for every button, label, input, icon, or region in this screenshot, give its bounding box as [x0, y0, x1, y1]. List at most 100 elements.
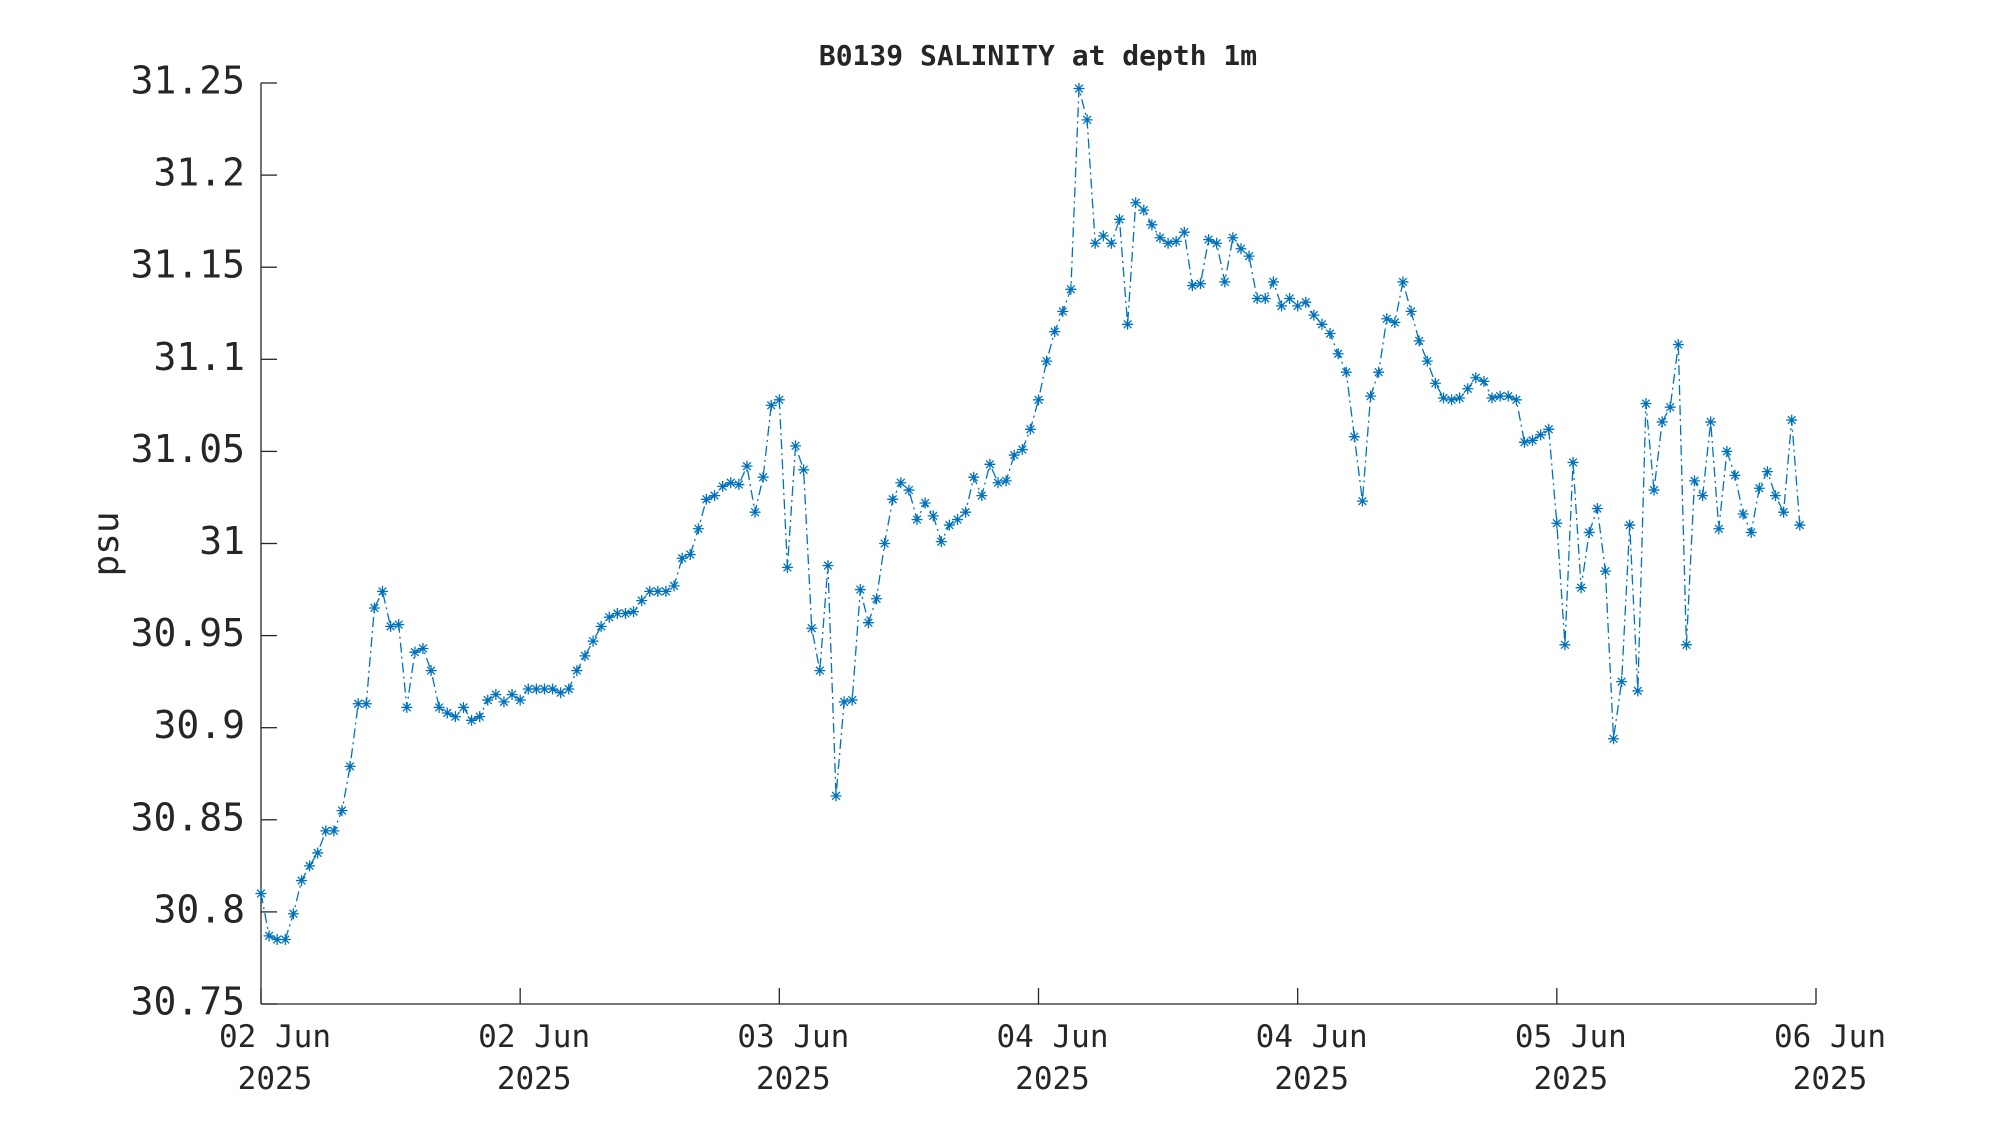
data-marker — [1721, 445, 1733, 457]
data-marker — [433, 701, 445, 713]
data-marker — [263, 930, 275, 942]
data-marker — [1024, 423, 1036, 435]
data-marker — [1729, 469, 1741, 481]
data-marker — [871, 593, 883, 605]
data-marker — [1138, 204, 1150, 216]
data-marker — [943, 519, 955, 531]
data-marker — [1000, 475, 1012, 487]
data-marker — [1292, 300, 1304, 312]
y-tick-label: 30.85 — [131, 795, 245, 839]
data-marker — [1591, 503, 1603, 515]
data-marker — [652, 585, 664, 597]
data-marker — [1373, 366, 1385, 378]
data-marker — [862, 617, 874, 629]
data-marker — [1300, 296, 1312, 308]
data-marker — [992, 477, 1004, 489]
x-tick-label: 04 Jun 2025 — [1255, 1019, 1368, 1097]
y-tick-label: 31.05 — [131, 427, 245, 471]
data-marker — [854, 584, 866, 596]
data-marker — [1494, 390, 1506, 402]
data-marker — [571, 665, 583, 677]
data-marker — [1146, 219, 1158, 231]
data-marker — [1203, 234, 1215, 246]
data-marker — [466, 714, 478, 726]
data-marker — [1389, 316, 1401, 328]
y-tick-label: 31.25 — [131, 59, 245, 103]
data-marker — [1616, 676, 1628, 688]
data-marker — [806, 622, 818, 634]
data-marker — [1510, 394, 1522, 406]
data-marker — [1446, 394, 1458, 406]
data-marker — [1154, 232, 1166, 244]
data-marker — [1219, 276, 1231, 288]
data-marker — [352, 698, 364, 710]
data-marker — [1575, 582, 1587, 594]
y-tick-label: 31.1 — [153, 335, 245, 379]
y-axis-label: psu — [86, 511, 127, 576]
data-marker — [1745, 526, 1757, 538]
data-marker — [1535, 429, 1547, 441]
data-marker — [636, 595, 648, 607]
data-marker — [1081, 114, 1093, 126]
data-marker — [757, 471, 769, 483]
data-marker — [1632, 685, 1644, 697]
data-marker — [563, 683, 575, 695]
data-marker — [1235, 243, 1247, 255]
data-marker — [1397, 276, 1409, 288]
data-marker — [1089, 237, 1101, 249]
data-marker — [482, 694, 494, 706]
data-marker — [1348, 431, 1360, 443]
data-marker — [1599, 565, 1611, 577]
data-marker — [1057, 305, 1069, 317]
data-marker — [1421, 355, 1433, 367]
data-marker — [1713, 523, 1725, 535]
data-marker — [1778, 506, 1790, 518]
data-marker — [1251, 293, 1263, 305]
data-marker — [700, 493, 712, 505]
data-marker — [328, 825, 340, 837]
data-marker — [1567, 456, 1579, 468]
data-marker — [1786, 414, 1798, 426]
data-marker — [320, 825, 332, 837]
data-marker — [555, 687, 567, 699]
data-marker — [1097, 230, 1109, 242]
data-marker — [1624, 519, 1636, 531]
data-marker — [1275, 300, 1287, 312]
data-marker — [692, 523, 704, 535]
data-marker — [1243, 250, 1255, 262]
data-marker — [530, 683, 542, 695]
data-marker — [1308, 309, 1320, 321]
data-marker — [1113, 213, 1125, 225]
data-marker — [984, 458, 996, 470]
data-marker — [393, 619, 405, 631]
data-marker — [409, 646, 421, 658]
data-marker — [1316, 318, 1328, 330]
data-marker — [919, 497, 931, 509]
data-marker — [1486, 392, 1498, 404]
data-marker — [1065, 283, 1077, 295]
data-marker — [628, 606, 640, 618]
data-marker — [1583, 526, 1595, 538]
data-marker — [538, 683, 550, 695]
data-marker — [1041, 355, 1053, 367]
data-marker — [717, 480, 729, 492]
data-marker — [838, 696, 850, 708]
data-marker — [960, 506, 972, 518]
data-marker — [1518, 436, 1530, 448]
chart-title: B0139 SALINITY at depth 1m — [819, 39, 1257, 72]
data-marker — [587, 635, 599, 647]
data-marker — [522, 683, 534, 695]
data-marker — [1194, 278, 1206, 290]
data-marker — [1437, 392, 1449, 404]
data-marker — [1332, 348, 1344, 360]
data-marker — [676, 552, 688, 564]
data-marker — [1454, 392, 1466, 404]
data-marker — [725, 477, 737, 489]
data-marker — [846, 694, 858, 706]
data-marker — [1016, 444, 1028, 456]
data-marker — [595, 620, 607, 632]
data-marker — [1356, 495, 1368, 507]
data-marker — [1073, 83, 1085, 95]
data-marker — [1543, 423, 1555, 435]
